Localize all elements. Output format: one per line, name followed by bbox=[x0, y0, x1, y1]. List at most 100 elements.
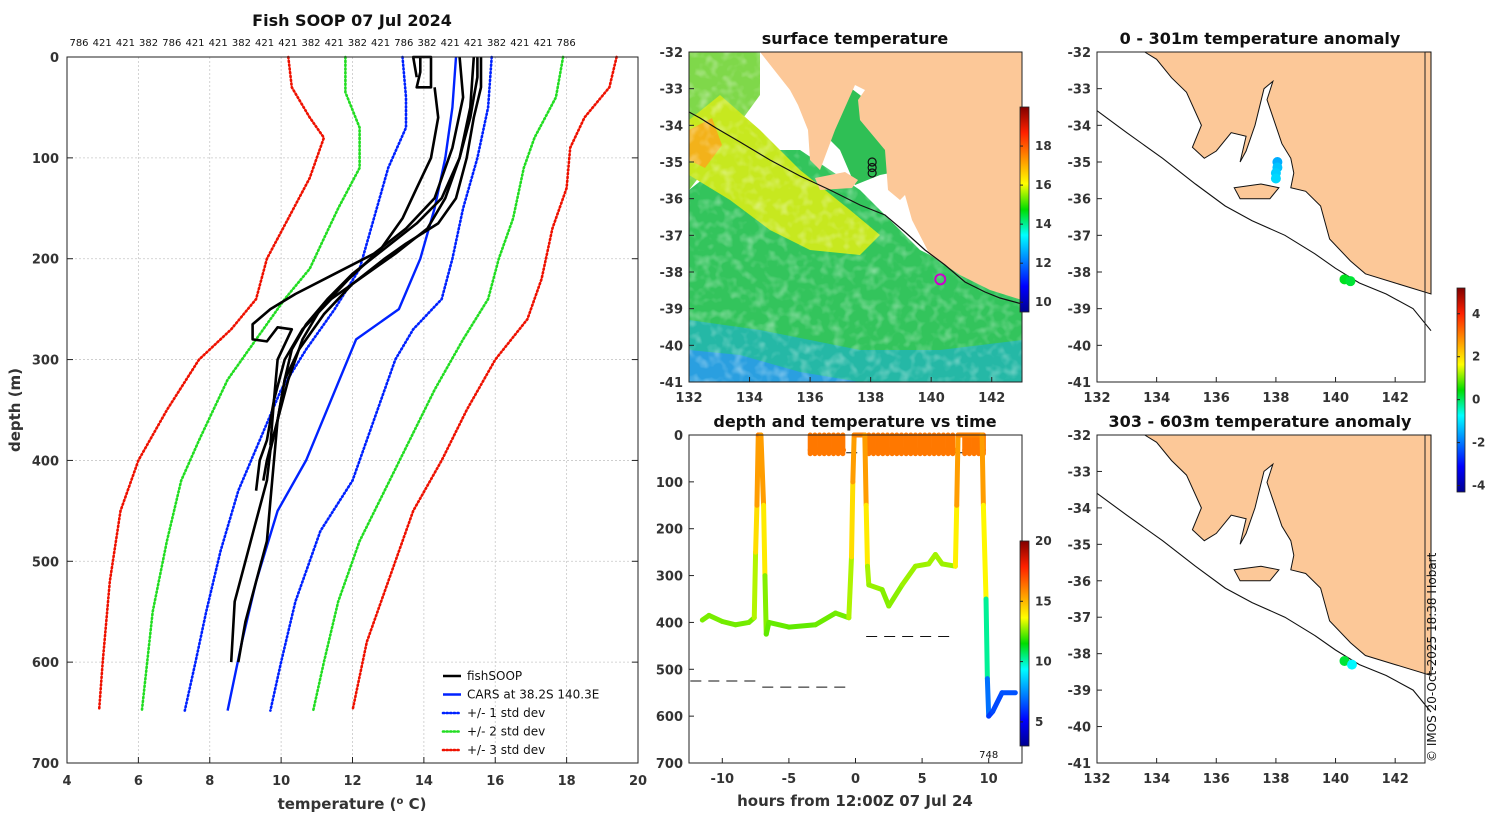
x-tick-label: 134 bbox=[1143, 772, 1170, 787]
top-depth-label: 421 bbox=[185, 38, 204, 49]
top-depth-label: 382 bbox=[139, 38, 158, 49]
profile-series-fishsoop bbox=[251, 56, 465, 446]
top-depth-label: 421 bbox=[93, 38, 112, 49]
x-tick-label: 136 bbox=[1203, 772, 1230, 787]
land bbox=[1142, 434, 1432, 677]
track-marker bbox=[867, 157, 877, 167]
kangaroo-island bbox=[815, 172, 858, 190]
x-tick-label: 0 bbox=[851, 772, 860, 787]
track-segment bbox=[980, 502, 989, 602]
profile-series--3-std-dev bbox=[351, 55, 618, 712]
x-tick-label: 10 bbox=[272, 774, 290, 789]
track-segment bbox=[979, 432, 986, 508]
sst-x-ticks: 132 134 136 138 140 142 bbox=[675, 377, 1005, 406]
shelf-contour bbox=[1096, 110, 1432, 332]
colorbar-tick-label: 2 bbox=[1472, 350, 1480, 364]
x-tick-label: 18 bbox=[558, 774, 576, 789]
track-segment bbox=[761, 502, 768, 579]
shelf-contour bbox=[1096, 492, 1432, 713]
top-depth-label: 786 bbox=[394, 38, 413, 49]
x-tick-label: 132 bbox=[675, 391, 702, 406]
y-tick-label: -35 bbox=[660, 156, 684, 171]
y-tick-label: -37 bbox=[1068, 229, 1092, 244]
x-tick-label: 5 bbox=[918, 772, 927, 787]
y-tick-label: -41 bbox=[660, 376, 684, 391]
anomaly-303-603-frame bbox=[1096, 434, 1426, 764]
anomaly-0-301-title: 0 - 301m temperature anomaly bbox=[1120, 29, 1401, 48]
anomaly-303-603-points bbox=[1339, 655, 1357, 670]
colorbar-tick-label: 5 bbox=[1035, 715, 1043, 729]
top-depth-label: 421 bbox=[325, 38, 344, 49]
colorbar-tick-label: 10 bbox=[1035, 655, 1052, 669]
track-segment bbox=[864, 563, 872, 588]
colorbar-tick-label: 10 bbox=[1035, 295, 1052, 309]
top-depth-label: 786 bbox=[557, 38, 576, 49]
x-tick-label: 132 bbox=[1083, 391, 1110, 406]
y-tick-label: 200 bbox=[656, 523, 683, 538]
sst-colorbar bbox=[1019, 106, 1030, 313]
track-segment bbox=[786, 622, 819, 630]
profile-x-ticks: 4 6 8 10 12 14 16 18 20 bbox=[62, 757, 647, 789]
x-tick-label: 136 bbox=[797, 391, 824, 406]
x-tick-label: -5 bbox=[782, 772, 796, 787]
anomaly-point bbox=[1339, 655, 1350, 666]
top-depth-label: 382 bbox=[301, 38, 320, 49]
y-tick-label: -39 bbox=[1068, 303, 1092, 318]
legend-label: CARS at 38.2S 140.3E bbox=[467, 688, 599, 702]
x-tick-label: 140 bbox=[918, 391, 945, 406]
track-segment bbox=[862, 432, 869, 508]
x-tick-label: 138 bbox=[857, 391, 884, 406]
timeseries-track bbox=[699, 432, 1018, 719]
y-tick-label: -33 bbox=[1068, 83, 1092, 98]
top-depth-label: 786 bbox=[162, 38, 181, 49]
timeseries-frame bbox=[688, 434, 1023, 764]
top-depth-label: 421 bbox=[255, 38, 274, 49]
profile-y-label: depth (m) bbox=[6, 368, 24, 452]
track-segment bbox=[766, 619, 792, 630]
y-tick-label: -32 bbox=[1068, 429, 1092, 444]
colorbar-tick-label: 18 bbox=[1035, 139, 1052, 153]
top-depth-label: 421 bbox=[510, 38, 529, 49]
profile-top-labels: 786 421 421 382 786 421 421 382 421 421 382 421 382 4… bbox=[69, 38, 575, 49]
sst-title: surface temperature bbox=[762, 29, 949, 48]
y-tick-label: -38 bbox=[660, 266, 684, 281]
track-segment bbox=[990, 690, 1005, 714]
top-depth-label: 786 bbox=[69, 38, 88, 49]
colorbar-tick-label: 20 bbox=[1035, 534, 1052, 548]
track-segment bbox=[983, 596, 990, 682]
timeseries-annotation: 748 bbox=[979, 750, 998, 761]
timeseries-panel: depth and temperature vs time -10 -5 0 5 10 … bbox=[656, 412, 1052, 810]
track-segment bbox=[846, 554, 855, 621]
colorbar-tick-label: 16 bbox=[1035, 178, 1052, 192]
profile-series--2-std-dev bbox=[140, 55, 361, 712]
profile-series--3-std-dev bbox=[97, 55, 326, 712]
anomaly-colorbar bbox=[1456, 287, 1466, 493]
profile-series--2-std-dev bbox=[311, 55, 565, 712]
colorbar-tick-label: 14 bbox=[1035, 217, 1052, 231]
y-tick-label: -37 bbox=[1068, 611, 1092, 626]
profile-series-fishsoop bbox=[237, 56, 476, 663]
x-tick-label: 132 bbox=[1083, 772, 1110, 787]
track-segment bbox=[984, 676, 992, 719]
y-tick-label: -40 bbox=[1068, 721, 1092, 736]
x-tick-label: -10 bbox=[711, 772, 735, 787]
top-depth-label: 382 bbox=[487, 38, 506, 49]
x-tick-label: 12 bbox=[343, 774, 361, 789]
profile-title: Fish SOOP 07 Jul 2024 bbox=[252, 11, 452, 30]
y-tick-label: 300 bbox=[32, 354, 59, 369]
colorbar-tick-label: -2 bbox=[1472, 436, 1485, 450]
y-tick-label: -36 bbox=[660, 193, 684, 208]
y-tick-label: -38 bbox=[1068, 266, 1092, 281]
track-segment bbox=[954, 432, 961, 508]
y-tick-label: 100 bbox=[32, 152, 59, 167]
y-tick-label: 700 bbox=[656, 757, 683, 772]
anomaly-0-301-panel: 0 - 301m temperature anomaly 132 134 136 13… bbox=[1068, 29, 1432, 406]
track-segment bbox=[753, 502, 760, 555]
y-tick-label: 0 bbox=[674, 429, 683, 444]
anomaly-point bbox=[1345, 276, 1356, 287]
credit-text: © IMOS 20-Oct-2025 18:38 Hobart bbox=[1425, 552, 1439, 762]
x-tick-label: 142 bbox=[1382, 772, 1409, 787]
y-tick-label: -41 bbox=[1068, 757, 1092, 772]
y-tick-label: 700 bbox=[32, 757, 59, 772]
